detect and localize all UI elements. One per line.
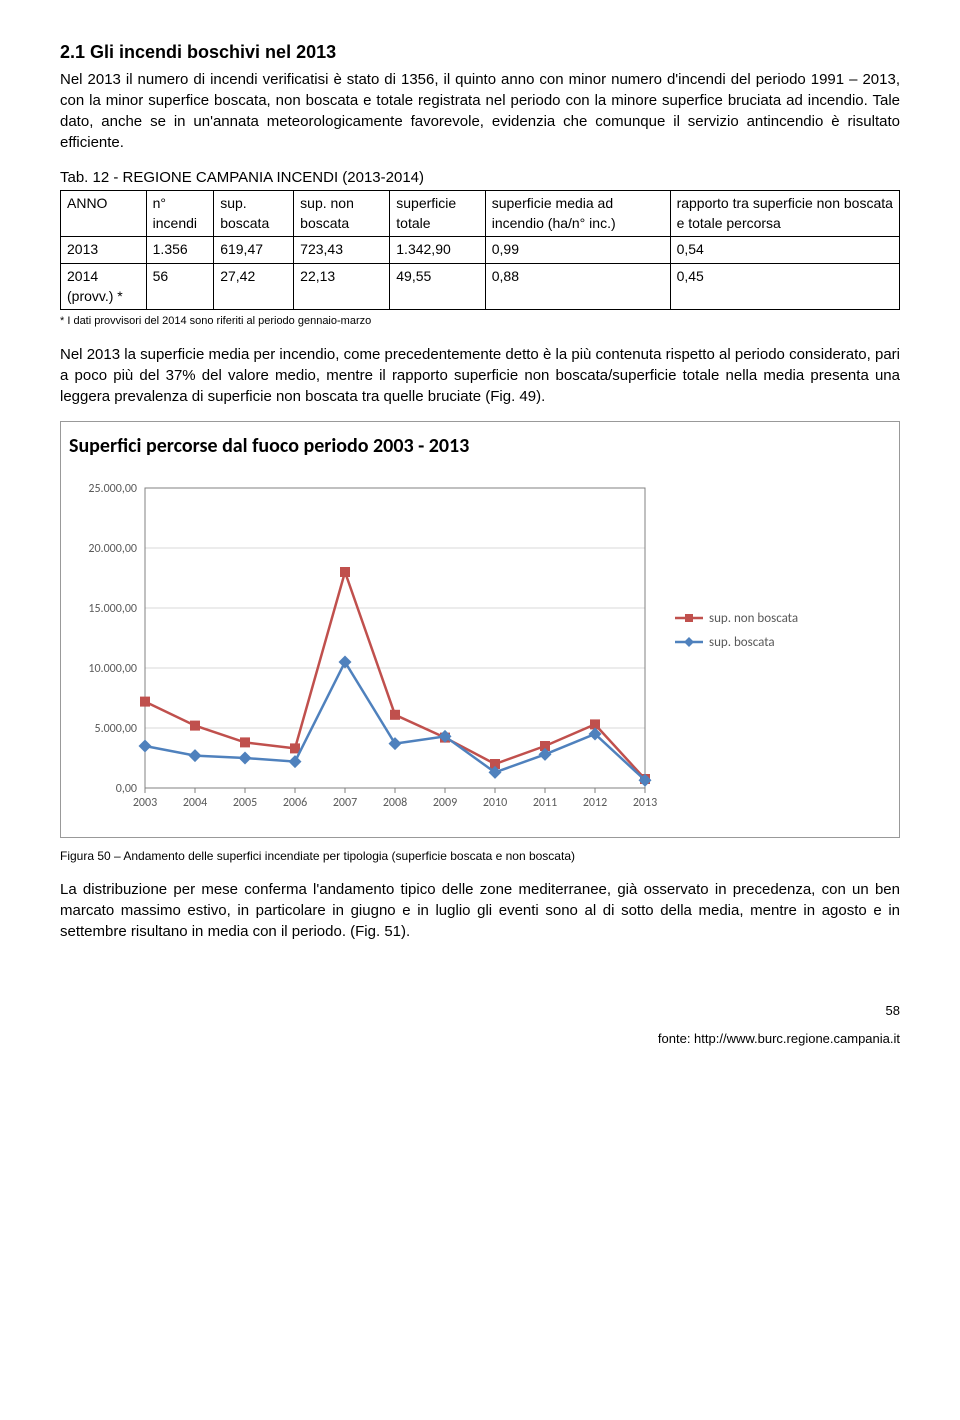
svg-text:20.000,00: 20.000,00 — [88, 542, 137, 556]
col-n-incendi: n° incendi — [146, 191, 214, 237]
svg-text:sup. boscata: sup. boscata — [709, 635, 775, 650]
cell: 56 — [146, 263, 214, 309]
svg-text:sup. non boscata: sup. non boscata — [709, 611, 798, 626]
line-chart: 0,00 5.000,00 10.000,00 15.000,00 20.000,00 2… — [65, 468, 885, 828]
svg-text:2009: 2009 — [433, 796, 457, 810]
svg-text:5.000,00: 5.000,00 — [94, 722, 137, 736]
paragraph-3: La distribuzione per mese conferma l'and… — [60, 879, 900, 942]
col-sup-media: superficie media ad incendio (ha/n° inc.… — [485, 191, 670, 237]
cell: 619,47 — [214, 237, 294, 264]
cell: 0,45 — [670, 263, 899, 309]
chart-title: Superfici percorse dal fuoco periodo 200… — [69, 432, 895, 460]
table-header-row: ANNO n° incendi sup. boscata sup. non bo… — [61, 191, 900, 237]
svg-text:2012: 2012 — [583, 796, 607, 810]
svg-text:2005: 2005 — [233, 796, 257, 810]
cell: 0,54 — [670, 237, 899, 264]
table-caption: Tab. 12 - REGIONE CAMPANIA INCENDI (2013… — [60, 167, 900, 188]
cell: 22,13 — [294, 263, 390, 309]
svg-text:10.000,00: 10.000,00 — [88, 662, 137, 676]
cell: 0,99 — [485, 237, 670, 264]
col-anno: ANNO — [61, 191, 147, 237]
svg-text:2011: 2011 — [533, 796, 557, 810]
svg-text:2008: 2008 — [383, 796, 407, 810]
cell: 2014 (provv.) * — [61, 263, 147, 309]
svg-text:2010: 2010 — [483, 796, 507, 810]
section-heading: 2.1 Gli incendi boschivi nel 2013 — [60, 40, 900, 65]
cell: 49,55 — [390, 263, 485, 309]
incendi-table: ANNO n° incendi sup. boscata sup. non bo… — [60, 190, 900, 310]
svg-text:0,00: 0,00 — [116, 782, 137, 796]
svg-text:2003: 2003 — [133, 796, 157, 810]
col-sup-totale: superficie totale — [390, 191, 485, 237]
col-sup-boscata: sup. boscata — [214, 191, 294, 237]
svg-text:2007: 2007 — [333, 796, 357, 810]
cell: 1.356 — [146, 237, 214, 264]
cell: 27,42 — [214, 263, 294, 309]
paragraph-2: Nel 2013 la superficie media per incendi… — [60, 344, 900, 407]
cell: 0,88 — [485, 263, 670, 309]
col-sup-non-boscata: sup. non boscata — [294, 191, 390, 237]
page-number: 58 — [60, 1002, 900, 1020]
table-row: 2013 1.356 619,47 723,43 1.342,90 0,99 0… — [61, 237, 900, 264]
cell: 723,43 — [294, 237, 390, 264]
svg-text:2013: 2013 — [633, 796, 657, 810]
svg-text:2004: 2004 — [183, 796, 207, 810]
table-row: 2014 (provv.) * 56 27,42 22,13 49,55 0,8… — [61, 263, 900, 309]
svg-text:15.000,00: 15.000,00 — [88, 602, 137, 616]
source-line: fonte: http://www.burc.regione.campania.… — [60, 1030, 900, 1048]
table-footnote: * I dati provvisori del 2014 sono riferi… — [60, 314, 900, 329]
figure-caption: Figura 50 – Andamento delle superfici in… — [60, 848, 900, 865]
chart-container: Superfici percorse dal fuoco periodo 200… — [60, 421, 900, 839]
svg-text:25.000,00: 25.000,00 — [88, 482, 137, 496]
paragraph-1: Nel 2013 il numero di incendi verificati… — [60, 69, 900, 153]
cell: 2013 — [61, 237, 147, 264]
cell: 1.342,90 — [390, 237, 485, 264]
col-rapporto: rapporto tra superficie non boscata e to… — [670, 191, 899, 237]
svg-text:2006: 2006 — [283, 796, 307, 810]
